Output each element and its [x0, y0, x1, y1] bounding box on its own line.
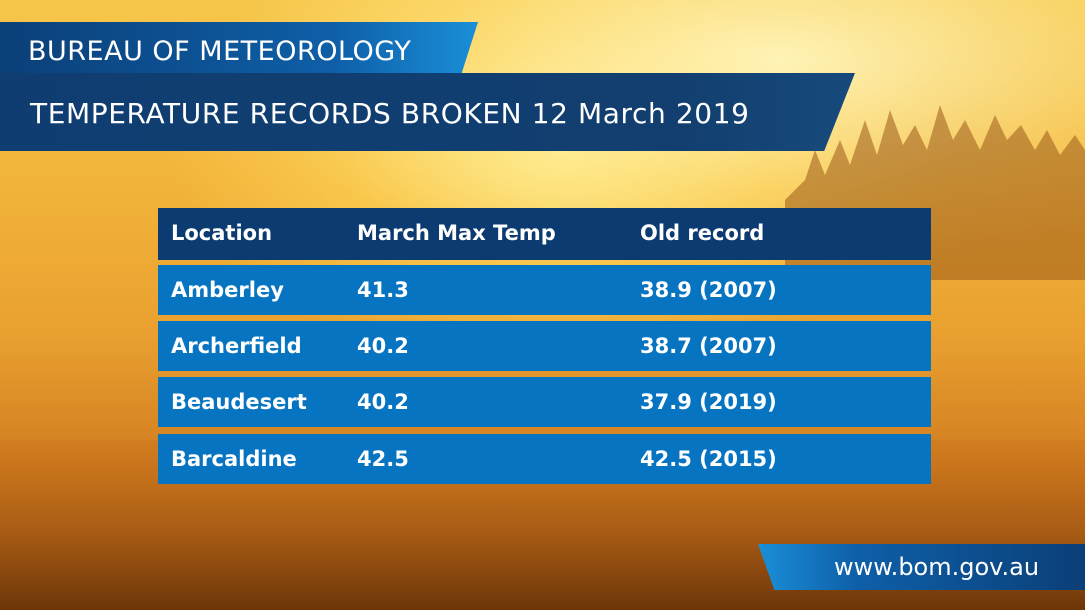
location-cell: Amberley: [171, 278, 284, 302]
max-temp-cell: 41.3: [357, 278, 409, 302]
max-temp-cell: 40.2: [357, 334, 409, 358]
column-header-old-record: Old record: [640, 221, 765, 245]
table-row: Barcaldine 42.5 42.5 (2015): [158, 434, 931, 484]
website-link[interactable]: www.bom.gov.au: [834, 553, 1040, 581]
column-header-march-max-temp: March Max Temp: [357, 221, 556, 245]
location-cell: Beaudesert: [171, 390, 307, 414]
table-header-row: Location March Max Temp Old record: [158, 208, 931, 260]
title-banner: TEMPERATURE RECORDS BROKEN 12 March 2019: [0, 73, 855, 151]
old-record-cell: 42.5 (2015): [640, 447, 777, 471]
old-record-cell: 38.7 (2007): [640, 334, 777, 358]
column-header-location: Location: [171, 221, 273, 245]
organisation-name: BUREAU OF METEOROLOGY: [28, 36, 412, 67]
location-cell: Barcaldine: [171, 447, 297, 471]
old-record-cell: 38.9 (2007): [640, 278, 777, 302]
website-banner: www.bom.gov.au: [758, 544, 1085, 590]
max-temp-cell: 42.5: [357, 447, 409, 471]
organisation-banner: BUREAU OF METEOROLOGY: [0, 22, 478, 82]
table-row: Amberley 41.3 38.9 (2007): [158, 265, 931, 315]
table-row: Beaudesert 40.2 37.9 (2019): [158, 377, 931, 427]
old-record-cell: 37.9 (2019): [640, 390, 777, 414]
max-temp-cell: 40.2: [357, 390, 409, 414]
location-cell: Archerfield: [171, 334, 302, 358]
page-title: TEMPERATURE RECORDS BROKEN 12 March 2019: [30, 97, 750, 130]
table-row: Archerfield 40.2 38.7 (2007): [158, 321, 931, 371]
